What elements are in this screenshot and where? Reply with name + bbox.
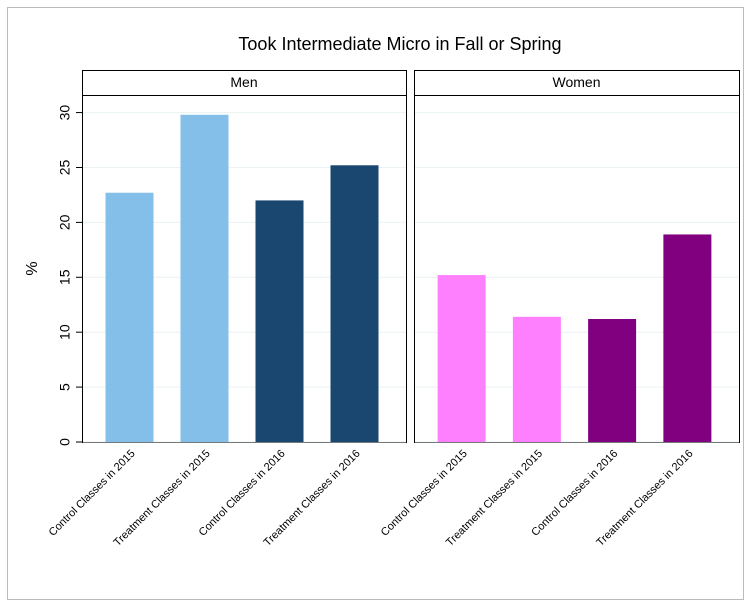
bar — [437, 275, 486, 442]
y-tick-label: 30 — [57, 105, 73, 121]
y-tick-label: 15 — [57, 269, 73, 285]
panel-title: Women — [553, 74, 601, 90]
panel-header — [414, 70, 740, 96]
y-tick-label: 5 — [57, 383, 73, 391]
y-tick-label: 25 — [57, 159, 73, 175]
bar — [180, 114, 229, 443]
bar — [255, 200, 304, 442]
panel-header — [82, 70, 407, 96]
bar — [512, 316, 561, 442]
panel-title: Men — [230, 74, 257, 90]
bar — [330, 165, 379, 442]
bar — [588, 319, 637, 442]
y-tick-label: 20 — [57, 214, 73, 230]
bar — [105, 192, 154, 442]
y-axis-label: % — [24, 261, 41, 275]
y-tick-label: 10 — [57, 324, 73, 340]
bar — [663, 234, 712, 442]
y-tick-label: 0 — [57, 438, 73, 446]
chart-title: Took Intermediate Micro in Fall or Sprin… — [238, 34, 561, 54]
